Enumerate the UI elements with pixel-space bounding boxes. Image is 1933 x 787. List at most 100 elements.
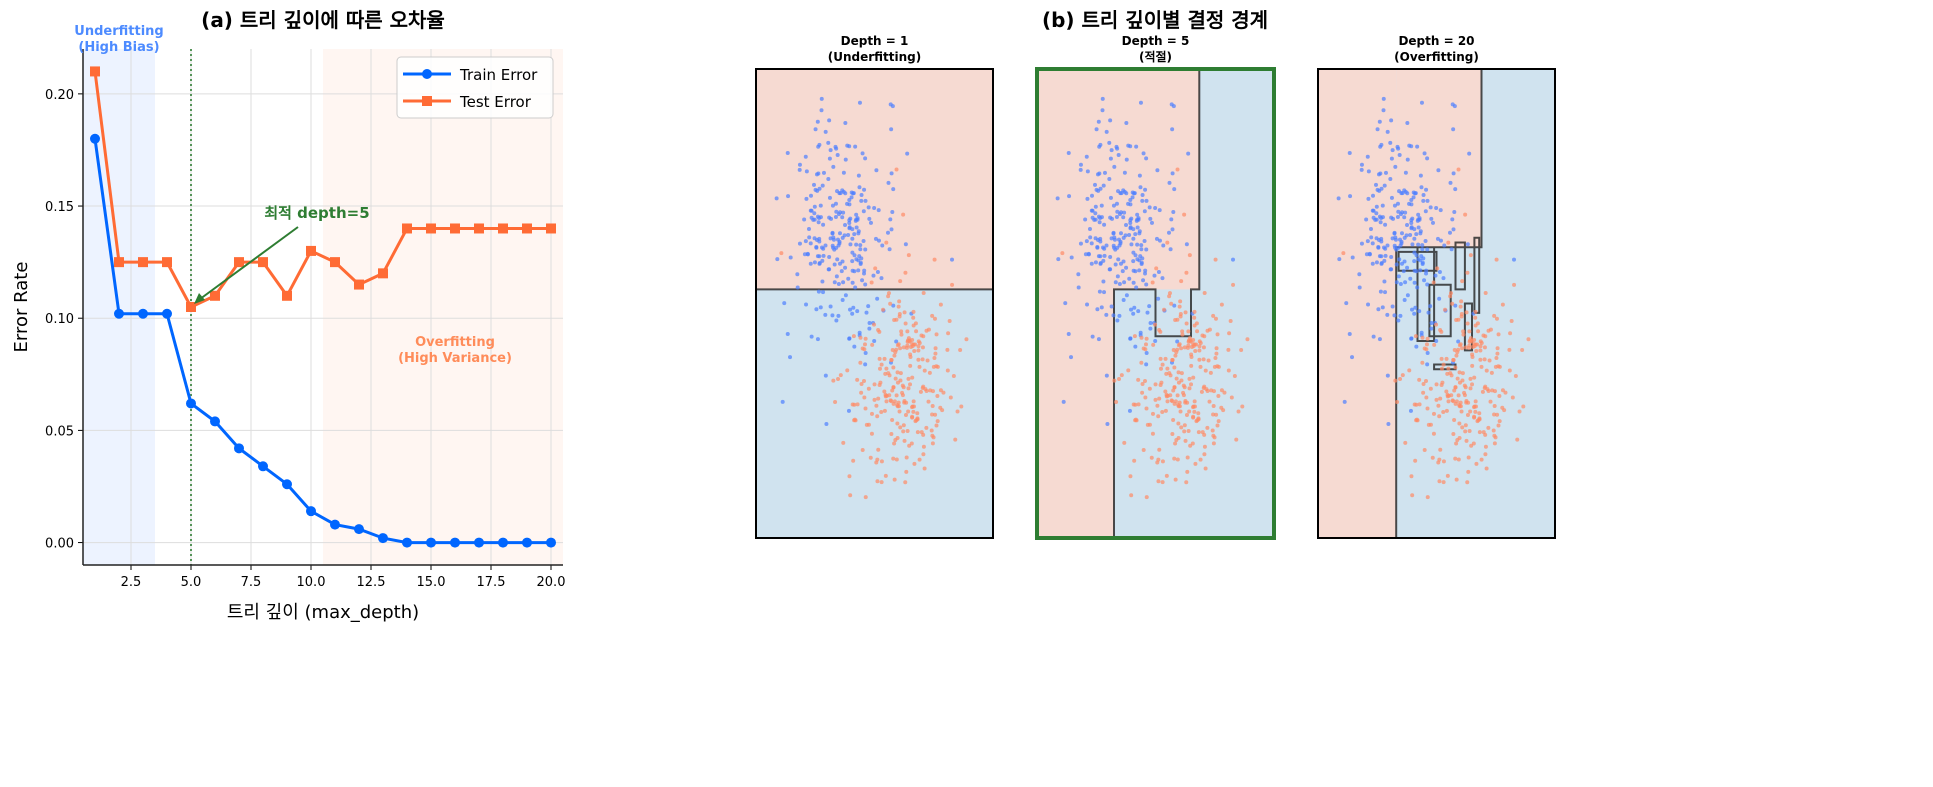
data-point xyxy=(892,477,897,482)
data-point xyxy=(1383,290,1388,295)
data-point xyxy=(1140,198,1145,203)
data-point xyxy=(1382,183,1387,188)
data-point xyxy=(1182,429,1187,434)
data-point xyxy=(866,386,871,391)
data-point xyxy=(1395,144,1400,149)
data-point xyxy=(1379,254,1384,259)
data-point xyxy=(1124,191,1129,196)
data-point xyxy=(1488,399,1493,404)
data-point xyxy=(1376,307,1381,312)
data-point xyxy=(1156,457,1161,462)
data-point xyxy=(1336,196,1341,201)
data-point xyxy=(1412,259,1417,264)
ticks: 2.5 5.0 7.5 10.0 12.5 15.0 17.5 20.0 0.00 0.05 0.1… xyxy=(45,49,565,590)
data-point xyxy=(1140,381,1145,386)
data-point xyxy=(1398,281,1403,286)
data-point xyxy=(938,388,943,393)
data-point xyxy=(958,347,963,352)
data-point xyxy=(1183,310,1188,315)
data-point xyxy=(1115,274,1120,279)
data-point xyxy=(1167,371,1172,376)
data-point xyxy=(1420,260,1425,265)
data-point xyxy=(1145,310,1150,315)
data-point xyxy=(1469,443,1474,448)
data-point xyxy=(1452,104,1457,109)
data-point xyxy=(900,390,905,395)
data-point xyxy=(1396,209,1401,214)
train-point xyxy=(210,416,220,427)
data-point xyxy=(1234,437,1239,442)
data-point xyxy=(1116,257,1121,262)
data-point xyxy=(1174,350,1179,355)
data-point xyxy=(903,412,908,417)
data-point xyxy=(866,205,871,210)
data-point xyxy=(1381,108,1386,113)
data-point xyxy=(1231,257,1236,262)
data-point xyxy=(1437,414,1442,419)
data-point xyxy=(1359,167,1364,172)
data-point xyxy=(851,305,856,310)
data-point xyxy=(1441,362,1446,367)
data-point xyxy=(841,440,846,445)
data-point xyxy=(1060,251,1065,256)
data-point xyxy=(1390,236,1395,241)
data-point xyxy=(835,257,840,262)
data-point xyxy=(1383,253,1388,258)
data-point xyxy=(882,408,887,413)
data-point xyxy=(1109,148,1114,153)
data-point xyxy=(1090,334,1095,339)
data-point xyxy=(910,375,915,380)
data-point xyxy=(1342,399,1347,404)
data-point xyxy=(1245,337,1250,342)
x-tick-label: 2.5 xyxy=(121,575,142,590)
data-point xyxy=(1182,345,1187,350)
data-point xyxy=(1414,232,1419,237)
data-point xyxy=(1078,162,1083,167)
data-point xyxy=(1422,151,1427,156)
data-point xyxy=(1197,344,1202,349)
data-point xyxy=(1397,152,1402,157)
data-point xyxy=(1229,395,1234,400)
data-point xyxy=(1405,265,1410,270)
data-point xyxy=(1211,403,1216,408)
data-point xyxy=(1066,150,1071,155)
test-point xyxy=(162,257,172,268)
data-point xyxy=(1131,402,1136,407)
data-point xyxy=(1133,344,1138,349)
data-point xyxy=(951,374,956,379)
data-point xyxy=(894,457,899,462)
data-point xyxy=(1187,409,1192,414)
data-point xyxy=(1127,233,1132,238)
data-point xyxy=(1213,316,1218,321)
data-point xyxy=(1201,345,1206,350)
data-point xyxy=(1408,233,1413,238)
data-point xyxy=(889,171,894,176)
data-point xyxy=(1371,208,1376,213)
data-point xyxy=(883,371,888,376)
data-point xyxy=(1136,309,1141,314)
error-rate-chart: 2.5 5.0 7.5 10.0 12.5 15.0 17.5 20.0 0.00 0.05 0.1… xyxy=(11,8,565,623)
data-point xyxy=(1107,140,1112,145)
data-point xyxy=(1365,239,1370,244)
data-point xyxy=(1154,266,1159,271)
data-point xyxy=(1102,290,1107,295)
data-point xyxy=(876,447,881,452)
data-point xyxy=(1165,240,1170,245)
data-point xyxy=(1186,329,1191,334)
data-point xyxy=(1434,322,1439,327)
data-point xyxy=(1448,180,1453,185)
data-point xyxy=(927,370,932,375)
data-point xyxy=(1380,203,1385,208)
data-point xyxy=(1160,410,1165,415)
data-point xyxy=(1460,425,1465,430)
data-point xyxy=(1114,201,1119,206)
data-point xyxy=(1184,321,1189,326)
data-point xyxy=(1213,257,1218,262)
data-point xyxy=(821,290,826,295)
data-point xyxy=(1195,418,1200,423)
data-point xyxy=(1133,269,1138,274)
data-point xyxy=(1395,214,1400,219)
data-point xyxy=(1437,457,1442,462)
data-point xyxy=(1184,270,1189,275)
data-point xyxy=(1113,262,1118,267)
